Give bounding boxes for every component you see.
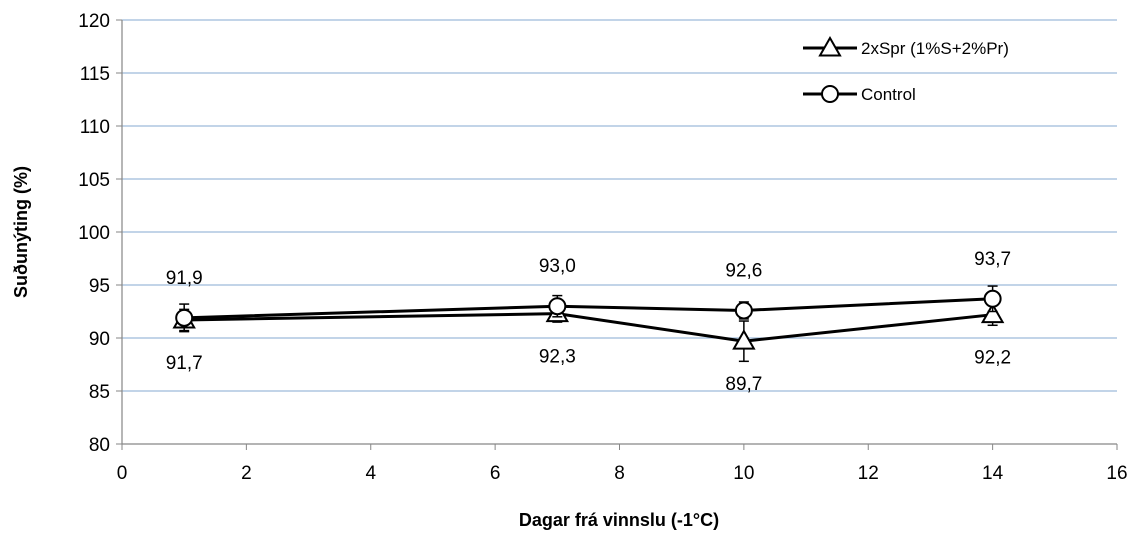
y-tick-label: 100 xyxy=(78,223,110,244)
data-label: 92,2 xyxy=(974,348,1011,369)
y-tick-label: 115 xyxy=(80,64,110,85)
y-tick-label: 105 xyxy=(78,170,110,191)
y-tick-label: 85 xyxy=(89,382,110,403)
data-point xyxy=(980,302,1005,324)
x-tick-label: 0 xyxy=(117,463,128,484)
legend-item-circle: Control xyxy=(803,85,916,104)
data-label: 89,7 xyxy=(725,374,762,395)
x-tick-labels: 0 2 4 6 8 10 12 14 16 xyxy=(117,463,1128,484)
legend-marker xyxy=(818,35,842,57)
y-tick-label: 95 xyxy=(89,276,110,297)
y-tick-label: 80 xyxy=(89,435,110,456)
series-line xyxy=(184,312,993,343)
data-label: 91,7 xyxy=(166,353,203,374)
legend: 2xSpr (1%S+2%Pr) Control xyxy=(803,35,1009,104)
x-tick-label: 6 xyxy=(490,463,501,484)
data-point xyxy=(548,297,567,316)
data-label: 92,3 xyxy=(539,347,576,368)
x-tick-label: 12 xyxy=(858,463,879,484)
legend-label: 2xSpr (1%S+2%Pr) xyxy=(861,39,1009,58)
x-tick-label: 14 xyxy=(982,463,1004,484)
x-tick-label: 4 xyxy=(365,463,376,484)
axes xyxy=(116,19,1118,450)
x-tick-label: 16 xyxy=(1106,463,1127,484)
data-label: 93,0 xyxy=(539,256,576,277)
y-tick-label: 90 xyxy=(89,329,110,350)
legend-item-triangle: 2xSpr (1%S+2%Pr) xyxy=(803,35,1009,58)
legend-label: Control xyxy=(861,85,916,104)
gridlines xyxy=(122,19,1117,392)
data-point xyxy=(175,308,194,327)
legend-marker xyxy=(821,85,839,103)
y-tick-labels: 80 85 90 95 100 105 110 115 120 xyxy=(78,11,110,456)
x-tick-label: 2 xyxy=(241,463,252,484)
series-layer: 91,7 92,3 89,7 92,2 91,9 93,0 92,6 93,7 xyxy=(166,249,1011,395)
y-axis-title: Suðunýting (%) xyxy=(11,166,31,298)
data-label: 93,7 xyxy=(974,249,1011,270)
x-tick-label: 10 xyxy=(733,463,754,484)
y-tick-label: 110 xyxy=(80,117,110,138)
series-circle: 91,9 93,0 92,6 93,7 xyxy=(166,249,1011,333)
data-label: 91,9 xyxy=(166,268,203,289)
data-point xyxy=(732,329,756,350)
x-tick-label: 8 xyxy=(614,463,625,484)
data-point xyxy=(734,301,753,320)
data-label: 92,6 xyxy=(725,260,762,281)
series-line xyxy=(184,297,993,320)
x-axis-title: Dagar frá vinnslu (-1°C) xyxy=(519,510,719,530)
y-tick-label: 120 xyxy=(78,11,110,32)
data-point xyxy=(983,289,1002,308)
